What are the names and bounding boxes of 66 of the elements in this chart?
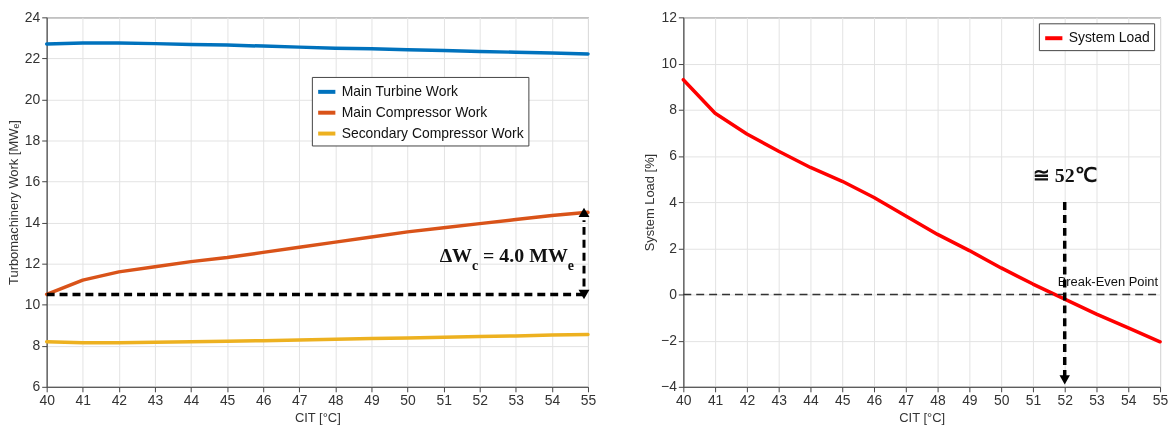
legend-label: Main Turbine Work [341,82,459,99]
x-tick-label: 53 [1089,392,1105,409]
x-tick-label: 48 [930,392,947,409]
x-tick-label: 52 [1057,392,1074,409]
x-tick-label: 53 [508,392,525,409]
x-tick-label: 42 [111,392,128,409]
x-tick-label: 50 [400,392,417,409]
x-tick-label: 47 [898,392,915,409]
y-tick-label: 20 [24,90,41,107]
y-tick-label: 6 [669,147,678,164]
x-tick-label: 55 [580,392,597,409]
annotation: ΔW$_{c}$ = 4.0 MW$_{e}$ [439,243,574,273]
x-tick-label: 49 [364,392,380,409]
x-tick-label: 40 [39,392,56,409]
y-tick-label: 12 [661,8,678,25]
x-tick-label: 51 [436,392,453,409]
line-series [44,210,590,297]
y-tick-label: 8 [669,101,678,118]
y-tick-label: 4 [669,193,678,210]
legend-label: Main Compressor Work [341,103,488,120]
line-series [44,41,590,56]
y-tick-label: 16 [24,173,41,190]
y-tick-label: 10 [24,296,41,313]
x-tick-label: 45 [835,392,851,409]
y-tick-label: 18 [24,131,41,148]
x-tick-label: 54 [544,392,561,409]
line-series [44,332,590,345]
x-tick-label: 50 [993,392,1010,409]
y-tick-label: 24 [24,8,41,25]
x-tick-label: 43 [147,392,164,409]
x-tick-label: 44 [803,392,819,409]
y-tick-label: 8 [32,337,41,354]
x-tick-label: 42 [739,392,756,409]
x-tick-label: 49 [962,392,978,409]
legend-label: System Load [1068,29,1150,46]
x-tick-label: 46 [255,392,272,409]
x-tick-label: 47 [292,392,308,409]
y-tick-label: −4 [661,378,678,395]
y-tick-label: 6 [32,378,41,395]
y-tick-label: 10 [661,55,678,72]
x-tick-label: 51 [1025,392,1042,409]
legend-label: Secondary Compressor Work [341,124,524,141]
x-tick-label: 40 [676,392,692,409]
x-tick-label: 52 [472,392,489,409]
y-axis-title: Turbomachinery Work [MWₑ] [5,120,21,285]
y-tick-label: −2 [661,332,678,349]
x-tick-label: 43 [771,392,788,409]
y-tick-label: 0 [669,285,678,302]
y-tick-label: 2 [669,239,678,256]
ref-line-label: Break-Even Point [1057,273,1159,289]
x-tick-label: 55 [1152,392,1169,409]
y-tick-label: 22 [24,49,41,66]
x-tick-label: 41 [707,392,724,409]
y-tick-label: 12 [24,255,41,272]
x-tick-label: 44 [183,392,200,409]
x-tick-label: 45 [219,392,236,409]
y-tick-label: 14 [24,214,41,231]
x-tick-label: 54 [1121,392,1137,409]
x-tick-label: 46 [866,392,883,409]
x-axis-title: CIT [°C] [899,410,946,426]
annotation: ≅ 52℃ [1032,164,1097,187]
x-tick-label: 41 [75,392,92,409]
x-axis-title: CIT [°C] [294,410,341,426]
y-axis-title: System Load [%] [642,153,658,252]
x-tick-label: 48 [328,392,344,409]
line-series [681,77,1162,344]
